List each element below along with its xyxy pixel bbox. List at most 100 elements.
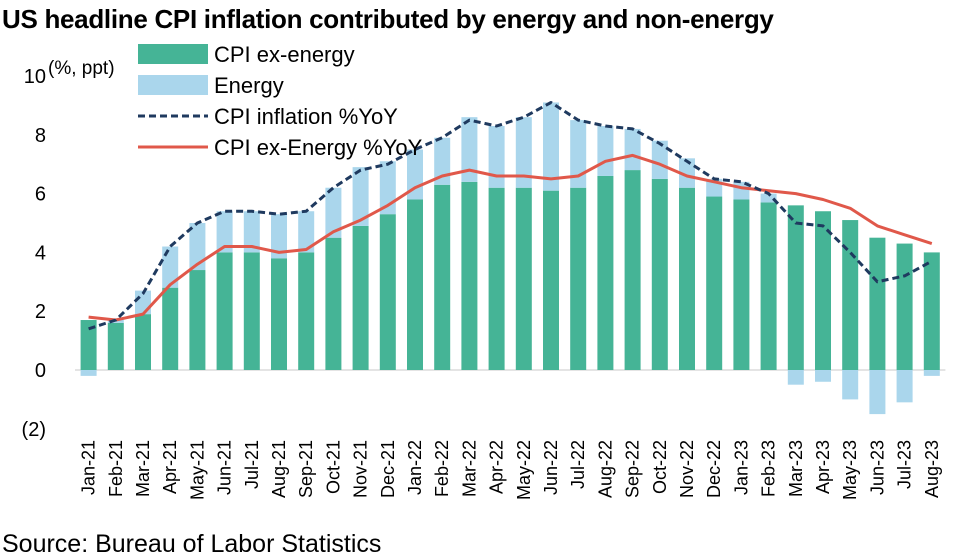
x-tick-label: Jun-21 xyxy=(215,440,235,495)
y-axis-ticks: (2) 0 2 4 6 8 10 xyxy=(22,66,46,441)
bar-cpi-ex-energy xyxy=(216,252,233,370)
bar-energy xyxy=(216,211,233,253)
legend-label: CPI ex-energy xyxy=(214,42,355,67)
x-tick-label: Dec-21 xyxy=(378,440,398,498)
bar-cpi-ex-energy xyxy=(189,270,206,370)
bar-cpi-ex-energy xyxy=(597,175,614,370)
y-tick-label: 8 xyxy=(35,125,46,147)
x-tick-label: Oct-21 xyxy=(323,440,343,494)
x-tick-label: Sep-22 xyxy=(623,440,643,498)
bar-cpi-ex-energy xyxy=(515,187,532,370)
bar-energy xyxy=(597,125,614,176)
bar-cpi-ex-energy xyxy=(271,258,287,370)
bar-energy xyxy=(515,117,532,188)
x-tick-label: Mar-21 xyxy=(133,440,153,497)
x-tick-label: Mar-22 xyxy=(459,440,479,497)
x-tick-label: Feb-22 xyxy=(432,440,452,497)
bar-energy xyxy=(352,167,369,226)
bar-cpi-ex-energy xyxy=(243,252,260,370)
bar-cpi-ex-energy xyxy=(787,205,804,370)
bar-cpi-ex-energy xyxy=(488,187,505,370)
source-note: Source: Bureau of Labor Statistics xyxy=(2,530,382,558)
y-tick-label: 10 xyxy=(24,66,46,88)
bar-cpi-ex-energy xyxy=(434,184,451,370)
bar-energy xyxy=(896,370,913,403)
bar-energy xyxy=(325,187,342,238)
bar-energy xyxy=(488,125,505,188)
bar-energy xyxy=(298,211,315,253)
x-tick-label: Mar-23 xyxy=(786,440,806,497)
legend: CPI ex-energy Energy CPI inflation %YoY CPI… xyxy=(138,42,423,160)
line-series xyxy=(88,101,933,331)
bar-energy xyxy=(379,161,396,215)
bar-cpi-ex-energy xyxy=(461,181,478,370)
bar-energy xyxy=(651,140,668,179)
bar-energy xyxy=(189,223,206,271)
bar-energy xyxy=(624,128,641,171)
bar-energy xyxy=(434,137,451,185)
x-tick-label: Aug-23 xyxy=(922,440,942,498)
bar-energy xyxy=(787,370,804,385)
y-tick-label: 6 xyxy=(35,184,46,206)
line-cpi-ex-energy-yoy xyxy=(88,153,933,322)
bar-cpi-ex-energy xyxy=(706,196,723,370)
bar-cpi-ex-energy xyxy=(651,178,668,370)
bar-cpi-ex-energy xyxy=(379,214,396,370)
x-tick-label: May-22 xyxy=(514,440,534,500)
bar-cpi-ex-energy xyxy=(543,190,559,370)
bar-energy xyxy=(869,370,886,415)
x-tick-label: Nov-21 xyxy=(351,440,371,498)
legend-label: CPI ex-Energy %YoY xyxy=(214,135,423,160)
y-tick-label: 4 xyxy=(35,242,46,264)
bar-energy xyxy=(271,214,287,259)
y-tick-label: (2) xyxy=(22,419,46,441)
x-tick-label: Jan-21 xyxy=(79,440,99,495)
x-tick-label: Dec-22 xyxy=(704,440,724,498)
x-tick-label: Feb-23 xyxy=(759,440,779,497)
x-tick-label: May-23 xyxy=(840,440,860,500)
bar-energy xyxy=(543,102,559,191)
bar-cpi-ex-energy xyxy=(298,252,315,370)
x-tick-label: Jan-23 xyxy=(731,440,751,495)
bar-energy xyxy=(461,117,478,182)
bar-cpi-ex-energy xyxy=(760,202,777,370)
bar-cpi-ex-energy xyxy=(923,252,940,370)
bar-cpi-ex-energy xyxy=(407,199,423,370)
bar-cpi-ex-energy xyxy=(80,320,97,370)
legend-label: CPI inflation %YoY xyxy=(214,104,398,129)
x-tick-label: Jun-23 xyxy=(867,440,887,495)
bar-energy xyxy=(162,246,179,288)
legend-label: Energy xyxy=(214,73,284,98)
bar-energy xyxy=(679,158,695,188)
bar-cpi-ex-energy xyxy=(352,225,369,370)
bar-energy xyxy=(80,370,97,376)
bar-energy xyxy=(923,370,940,376)
y-axis-unit-label: (%, ppt) xyxy=(48,58,115,79)
x-tick-label: Feb-21 xyxy=(106,440,126,497)
y-tick-label: 2 xyxy=(35,301,46,323)
x-tick-label: May-21 xyxy=(187,440,207,500)
bar-energy xyxy=(760,193,777,203)
bar-energy xyxy=(842,370,859,400)
chart-title: US headline CPI inflation contributed by… xyxy=(2,4,774,34)
x-axis-ticks: Jan-21 Feb-21 Mar-21 Apr-21 May-21 Jun-21 Jul-… xyxy=(79,440,942,500)
bar-cpi-ex-energy xyxy=(679,187,695,370)
x-tick-label: Nov-22 xyxy=(677,440,697,498)
x-tick-label: Jun-22 xyxy=(541,440,561,495)
legend-swatch-energy xyxy=(138,75,208,95)
bar-cpi-ex-energy xyxy=(162,287,179,370)
x-tick-label: Jul-22 xyxy=(568,440,588,489)
stacked-bars xyxy=(80,102,940,415)
x-tick-label: Sep-21 xyxy=(296,440,316,498)
x-tick-label: Apr-21 xyxy=(160,440,180,494)
bar-cpi-ex-energy xyxy=(815,211,831,370)
bar-cpi-ex-energy xyxy=(842,220,859,370)
x-tick-label: Jul-23 xyxy=(895,440,915,489)
bar-cpi-ex-energy xyxy=(869,237,886,370)
x-tick-label: Apr-22 xyxy=(487,440,507,494)
bar-cpi-ex-energy xyxy=(570,187,587,370)
bar-cpi-ex-energy xyxy=(135,314,151,370)
y-tick-label: 0 xyxy=(35,360,46,382)
bar-energy xyxy=(243,211,260,253)
